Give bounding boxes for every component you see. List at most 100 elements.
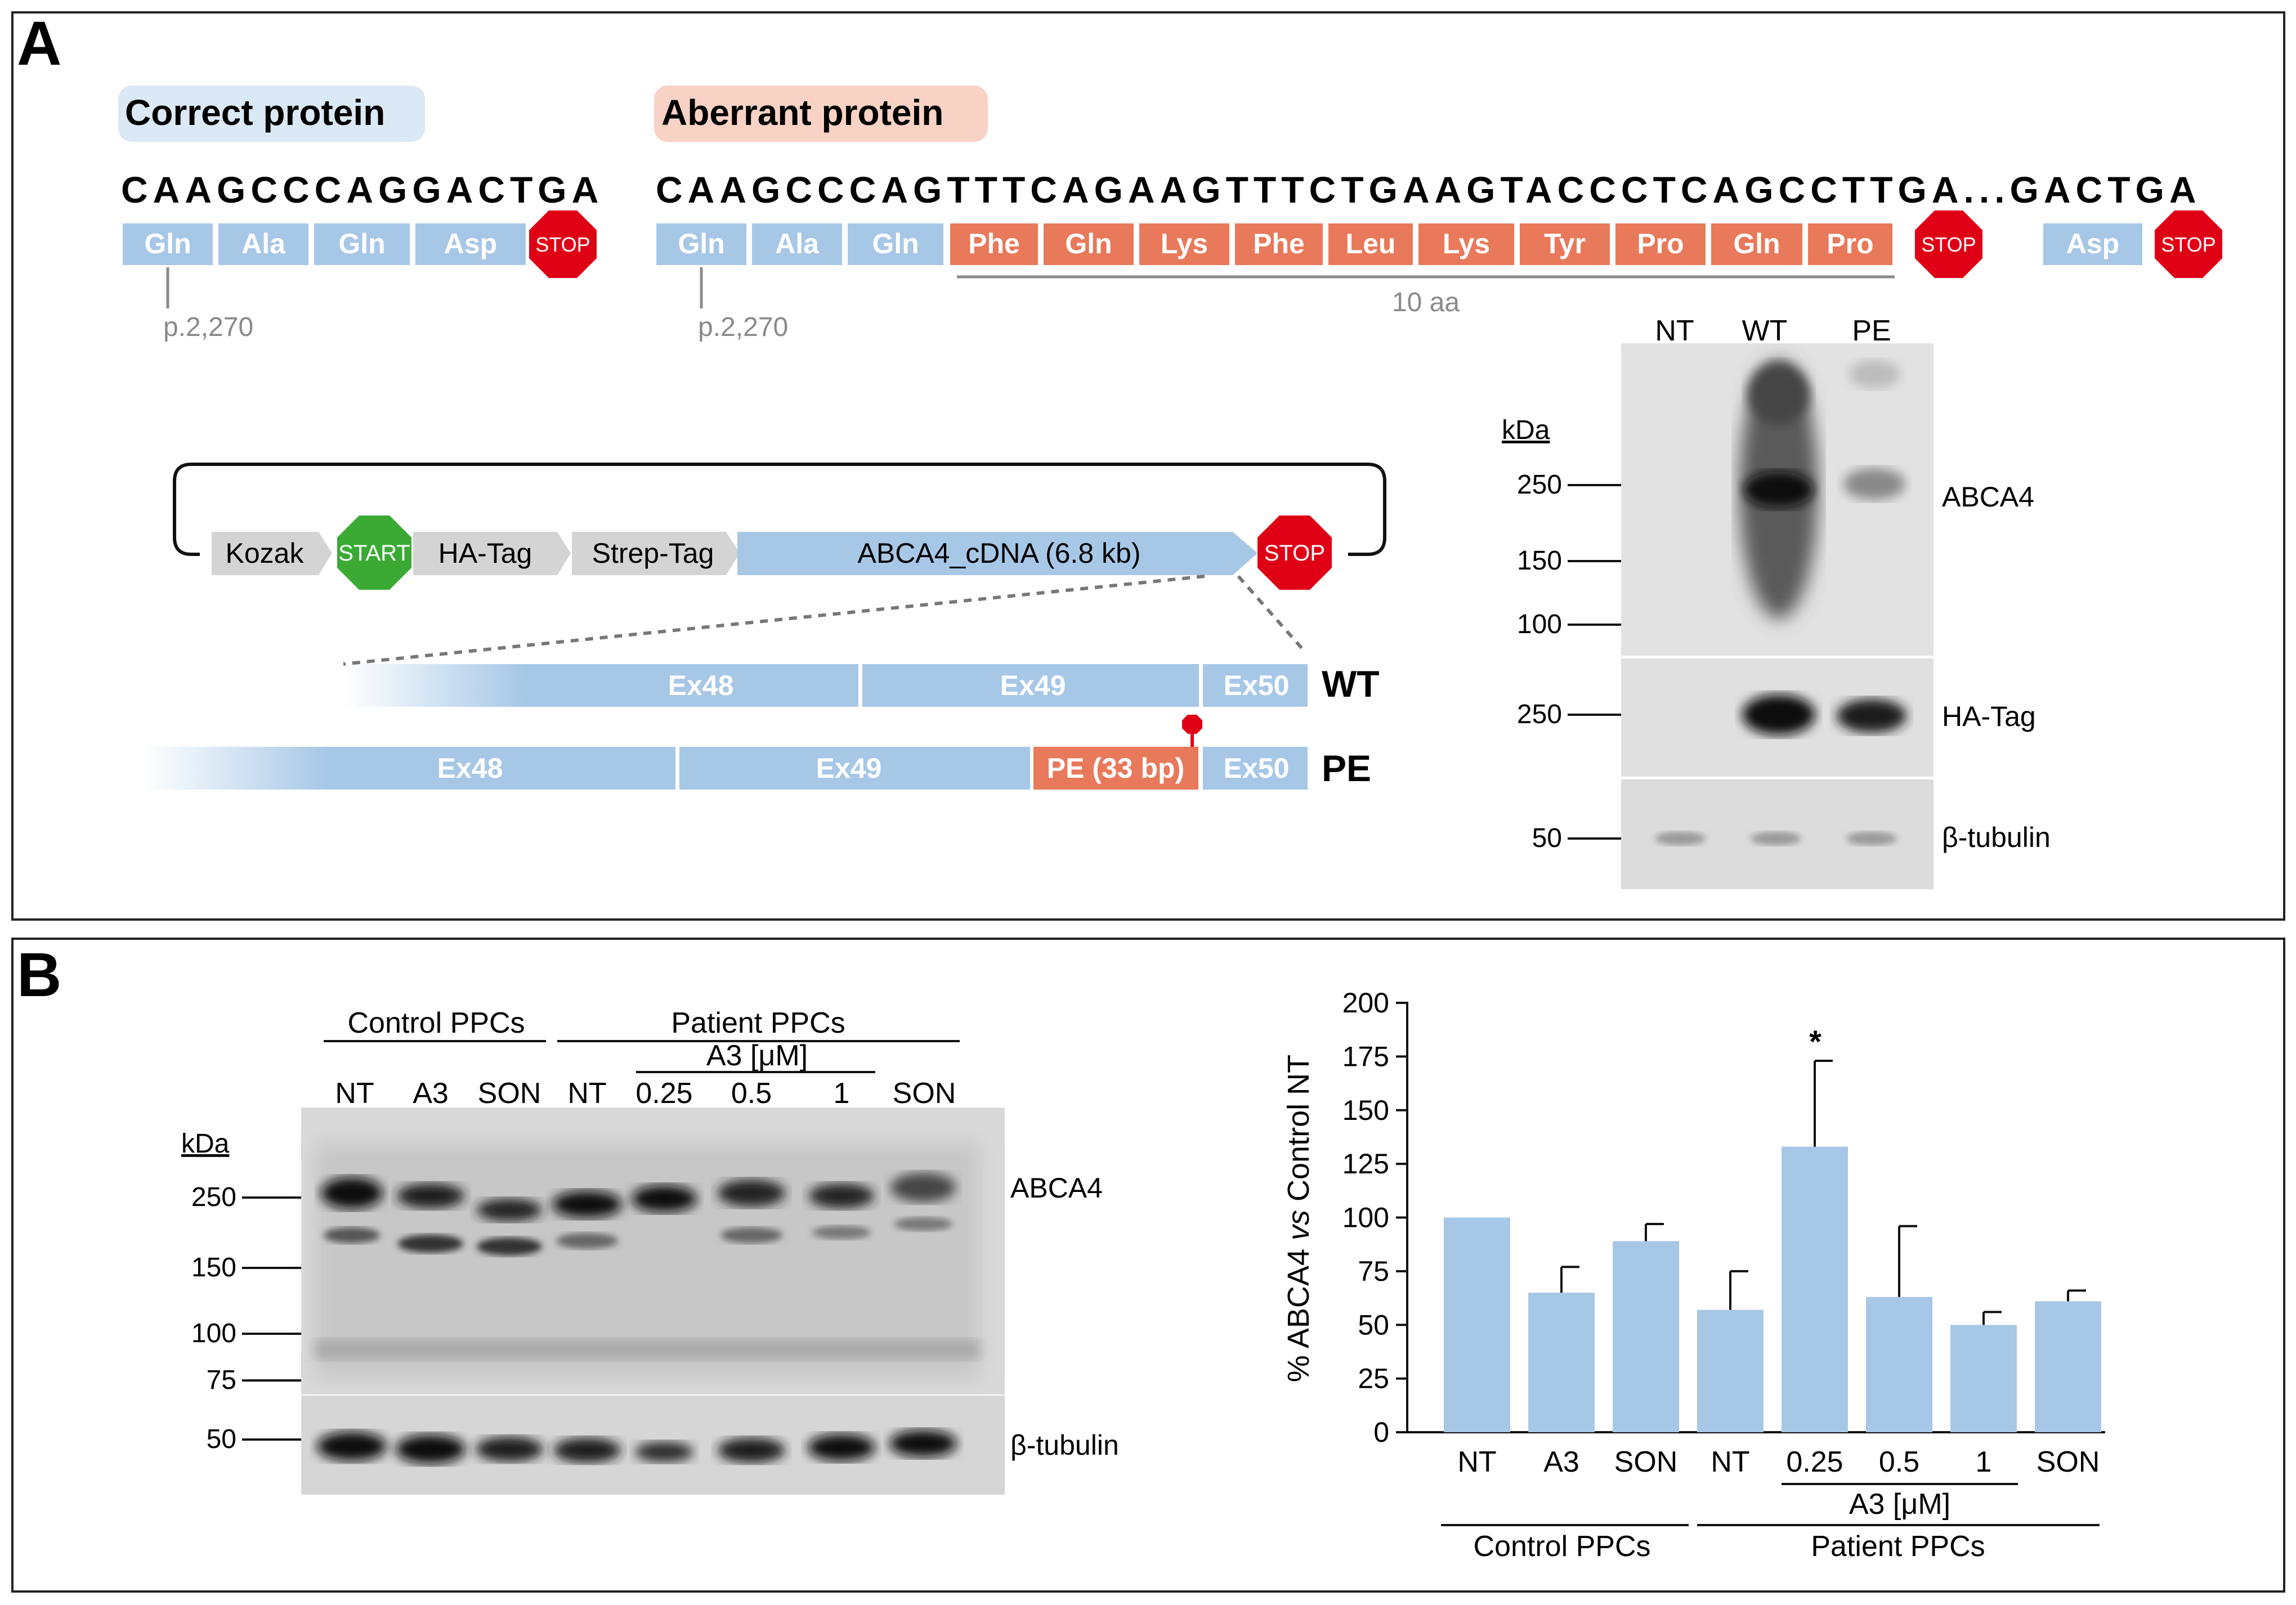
blot-b-abca4 bbox=[301, 1108, 1005, 1395]
group-label: Control PPCs bbox=[348, 1007, 525, 1039]
exon-label: Ex49 bbox=[816, 752, 882, 784]
zoom-line-left bbox=[343, 575, 1205, 666]
control-group-label: Control PPCs bbox=[1474, 1530, 1651, 1563]
stop-label: STOP bbox=[535, 233, 590, 256]
position-label: p.2,270 bbox=[698, 312, 788, 342]
stop-icon: STOP bbox=[1257, 515, 1332, 590]
codon-label: Ala bbox=[775, 228, 820, 259]
blot-a-hatag bbox=[1621, 658, 1934, 777]
x-tick-label: 1 bbox=[1976, 1446, 1992, 1478]
aberrant-protein-title: Aberrant protein bbox=[661, 92, 943, 133]
bar bbox=[1697, 1310, 1764, 1432]
svg-text:A3: A3 bbox=[413, 1077, 449, 1110]
cdna-arrow bbox=[737, 532, 1257, 575]
svg-text:150: 150 bbox=[1517, 546, 1562, 576]
kda-label: kDa bbox=[181, 1129, 230, 1159]
panel-b-frame bbox=[11, 938, 2285, 1593]
lane-label: WT bbox=[1742, 315, 1788, 347]
a3-group-label: A3 [μM] bbox=[1849, 1488, 1950, 1521]
patient-group-label: Patient PPCs bbox=[1811, 1530, 1985, 1563]
svg-text:SON: SON bbox=[893, 1077, 956, 1110]
blot-label: β-tubulin bbox=[1942, 822, 2051, 853]
aberrant-codons: Gln Ala Gln Phe Gln Lys Phe Leu Lys Tyr … bbox=[656, 223, 2142, 265]
codon-label: Gln bbox=[1733, 228, 1780, 259]
bar bbox=[1528, 1293, 1595, 1432]
panel-b-letter: B bbox=[17, 940, 61, 1010]
start-icon: START bbox=[337, 515, 411, 590]
svg-text:1: 1 bbox=[834, 1077, 850, 1110]
svg-text:NT: NT bbox=[335, 1077, 374, 1110]
codon-label: Gln bbox=[144, 228, 191, 259]
kozak-arrow bbox=[212, 532, 332, 575]
panel-a-frame bbox=[11, 11, 2285, 921]
blot-a-abca4 bbox=[1621, 343, 1934, 656]
svg-text:SON: SON bbox=[478, 1077, 541, 1110]
svg-text:100: 100 bbox=[1517, 609, 1562, 639]
blot-b-tubulin-bands bbox=[317, 1430, 957, 1464]
mw-markers-a: 250 150 100 250 50 bbox=[1517, 470, 1621, 853]
codon-label: Gln bbox=[872, 228, 919, 259]
blot-label: ABCA4 bbox=[1942, 481, 2034, 513]
stop-icon: STOP bbox=[529, 210, 597, 278]
codon-label: Pro bbox=[1637, 228, 1684, 259]
exon-label: Ex48 bbox=[437, 752, 503, 784]
lane-labels-b: NT A3 SON NT 0.25 0.5 1 SON bbox=[335, 1077, 956, 1110]
y-axis-label: % ABCA4 vs Control NT bbox=[1282, 1055, 1315, 1382]
correct-codons: Gln Ala Gln Asp bbox=[123, 223, 526, 265]
x-tick-label: SON bbox=[2037, 1446, 2100, 1478]
y-ticks: 0 25 50 75 100 125 150 175 200 bbox=[1342, 987, 1407, 1448]
svg-text:150: 150 bbox=[191, 1253, 236, 1283]
abca4-bar-chart: 0 25 50 75 100 125 150 175 200 NT A3 SON NT 0.25 0.5 1… bbox=[1282, 987, 2105, 1563]
pe-exon-track: Ex48 Ex49 PE (33 bp) Ex50 bbox=[144, 747, 1308, 790]
bar bbox=[1782, 1146, 1848, 1432]
y-tick-label: 125 bbox=[1342, 1148, 1389, 1180]
codon-label: Gln bbox=[1065, 228, 1112, 259]
stop-marker-icon bbox=[1182, 715, 1202, 734]
exon-label: Ex49 bbox=[1000, 670, 1066, 701]
blot-label: ABCA4 bbox=[1010, 1172, 1103, 1204]
svg-text:STOP: STOP bbox=[1921, 233, 1976, 256]
codon-label: Asp bbox=[444, 228, 497, 259]
plasmid-backbone bbox=[173, 463, 1386, 556]
stop-icon: STOP bbox=[1915, 210, 1982, 278]
strep-tag-arrow bbox=[572, 532, 740, 575]
correct-dna-sequence: CAAGCCCAGGACTGA bbox=[121, 169, 603, 210]
exon-label: Ex50 bbox=[1224, 752, 1290, 784]
codon-label: Pro bbox=[1827, 228, 1873, 259]
exon-label: PE (33 bp) bbox=[1047, 752, 1184, 784]
significance-star: * bbox=[1809, 1024, 1821, 1059]
svg-text:STOP: STOP bbox=[2161, 233, 2216, 256]
group-label: Patient PPCs bbox=[671, 1007, 845, 1039]
blot-a-tubulin bbox=[1621, 779, 1934, 889]
stop-icon: STOP bbox=[2155, 210, 2222, 278]
y-tick-label: 100 bbox=[1342, 1202, 1389, 1234]
bar bbox=[1613, 1241, 1679, 1432]
svg-text:100: 100 bbox=[191, 1319, 236, 1348]
y-tick-label: 25 bbox=[1358, 1363, 1389, 1395]
start-label: START bbox=[338, 541, 410, 566]
x-tick-label: A3 bbox=[1543, 1446, 1579, 1478]
y-tick-label: 75 bbox=[1358, 1256, 1389, 1287]
codon-label: Asp bbox=[2066, 228, 2119, 259]
svg-text:STOP: STOP bbox=[1264, 541, 1325, 566]
bar bbox=[1950, 1325, 2017, 1432]
wt-exon-track: Ex48 Ex49 Ex50 bbox=[343, 664, 1308, 707]
strep-tag-label: Strep-Tag bbox=[592, 537, 714, 569]
codon-label: Gln bbox=[338, 228, 385, 259]
y-tick-label: 200 bbox=[1342, 987, 1389, 1019]
svg-text:250: 250 bbox=[1517, 700, 1562, 729]
svg-text:250: 250 bbox=[1517, 470, 1562, 500]
svg-text:0.25: 0.25 bbox=[635, 1077, 692, 1110]
correct-protein-badge bbox=[118, 86, 425, 142]
ha-tag-arrow bbox=[413, 532, 571, 575]
svg-text:50: 50 bbox=[207, 1424, 236, 1454]
kda-label: kDa bbox=[1502, 415, 1550, 445]
position-label: p.2,270 bbox=[163, 312, 253, 342]
zoom-line-right bbox=[1237, 575, 1308, 654]
codon-label: Tyr bbox=[1544, 228, 1586, 259]
aberrant-dna-sequence: CAAGCCCAGTTTCAGAAGTTTCTGAAGTACCCTCAGCCTT… bbox=[656, 169, 2201, 210]
y-tick-label: 175 bbox=[1342, 1041, 1389, 1072]
codon-label: Phe bbox=[968, 228, 1020, 259]
svg-text:NT: NT bbox=[567, 1077, 606, 1110]
